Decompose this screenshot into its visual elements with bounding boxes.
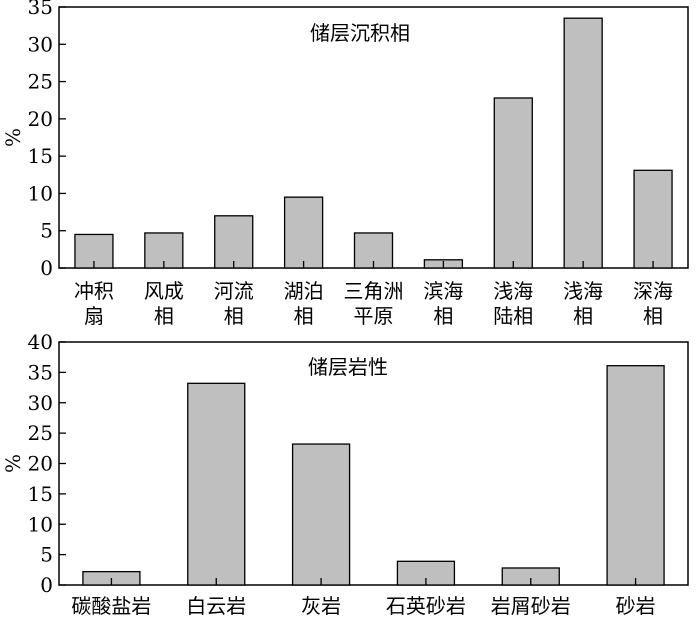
category-label: 相: [573, 304, 593, 328]
category-label: 湖泊: [284, 279, 324, 303]
category-label: 浅海: [563, 279, 603, 303]
y-tick-label: 35: [28, 0, 53, 19]
y-tick-label: 20: [28, 452, 53, 476]
category-label: 砂岩: [616, 594, 656, 618]
y-tick-label: 20: [28, 107, 53, 131]
category-label: 相: [433, 304, 453, 328]
category-label: 扇: [84, 304, 104, 328]
category-label: 相: [224, 304, 244, 328]
category-label: 深海: [633, 279, 673, 303]
bar: [187, 382, 246, 586]
y-axis-label: %: [1, 454, 25, 473]
category-label: 平原: [354, 304, 394, 328]
y-tick-label: 40: [28, 330, 53, 354]
category-label: 冲积: [74, 279, 114, 303]
y-tick-label: 35: [28, 360, 53, 384]
chart-sedimentary-facies: 05101520253035%储层沉积相冲积扇风成相河流相湖泊相三角洲平原滨海相…: [1, 0, 689, 328]
y-tick-label: 10: [28, 181, 53, 205]
bar: [606, 365, 665, 586]
y-tick-label: 15: [28, 482, 53, 506]
category-label: 陆相: [493, 304, 533, 328]
y-tick-label: 0: [40, 573, 53, 597]
y-tick-label: 25: [28, 421, 53, 445]
y-tick-label: 25: [28, 70, 53, 94]
bar: [633, 169, 673, 269]
category-label: 河流: [214, 279, 254, 303]
y-tick-label: 0: [40, 256, 53, 280]
category-label: 三角洲: [344, 279, 404, 303]
category-label: 相: [294, 304, 314, 328]
category-label: 灰岩: [301, 594, 341, 618]
category-label: 风成: [144, 279, 184, 303]
bar: [563, 17, 603, 269]
y-tick-label: 10: [28, 512, 53, 536]
bar: [493, 97, 533, 269]
y-tick-label: 5: [40, 543, 53, 567]
y-tick-label: 30: [28, 391, 53, 415]
bar: [291, 443, 351, 586]
category-label: 岩屑砂岩: [491, 594, 571, 618]
bar: [283, 196, 324, 269]
category-label: 相: [643, 304, 663, 328]
category-label: 白云岩: [186, 594, 246, 618]
chart-title: 储层沉积相: [310, 21, 410, 45]
chart-title: 储层岩性: [308, 355, 388, 379]
bar: [214, 215, 254, 269]
y-tick-label: 30: [28, 32, 53, 56]
category-label: 滨海: [423, 279, 463, 303]
category-label: 碳酸盐岩: [71, 594, 151, 618]
category-label: 浅海: [493, 279, 533, 303]
y-tick-label: 5: [40, 219, 53, 243]
y-tick-label: 15: [28, 144, 53, 168]
category-label: 石英砂岩: [386, 594, 466, 618]
category-label: 相: [154, 304, 174, 328]
y-axis-label: %: [1, 128, 25, 147]
